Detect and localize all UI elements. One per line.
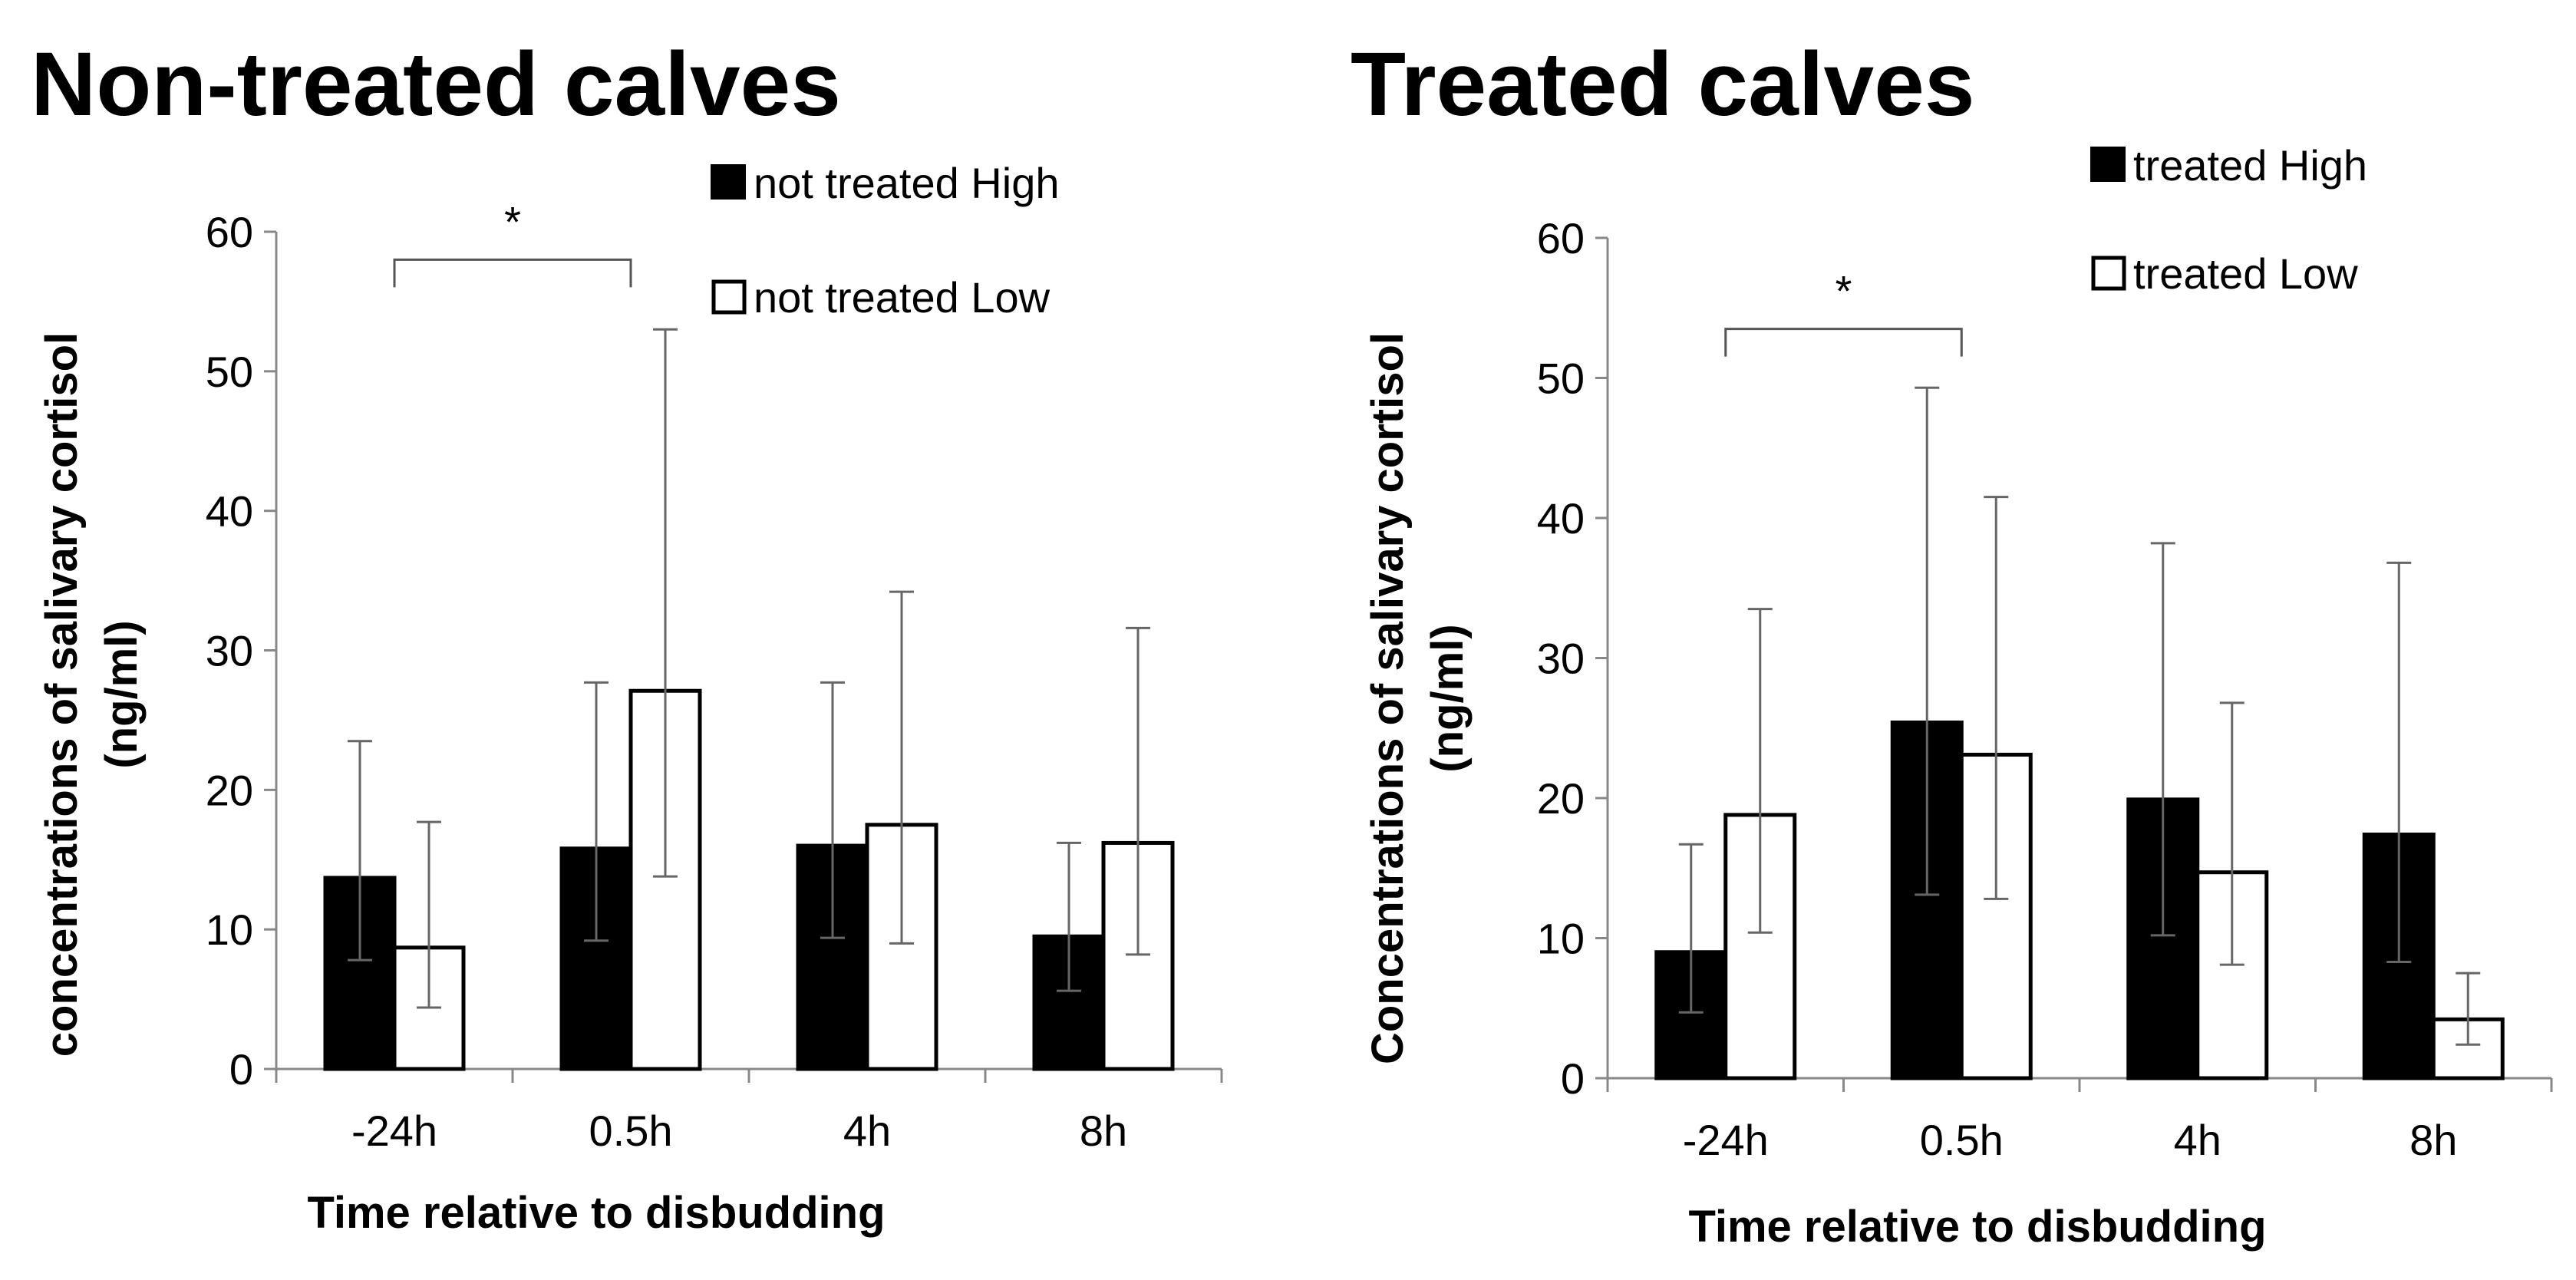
y-tick-label: 40 [1537,494,1585,543]
y-tick-label: 30 [206,627,253,675]
significance-label: * [504,197,521,246]
x-axis-title: Time relative to disbudding [1688,1202,2266,1252]
legend-label-high: not treated High [754,159,1059,207]
y-tick-label: 50 [206,348,253,396]
x-tick-label: 8h [2409,1116,2457,1164]
x-axis-title: Time relative to disbudding [307,1188,885,1238]
x-tick-label: -24h [1683,1116,1769,1164]
legend: treated High treated Low [2090,141,2367,298]
y-tick-label: 50 [1537,355,1585,403]
y-tick-label: 10 [206,906,253,954]
y-tick-label: 0 [229,1045,253,1094]
legend: not treated High not treated Low [711,159,1059,322]
x-tick-label: 0.5h [1920,1116,2004,1164]
legend-label-low: not treated Low [754,273,1051,322]
legend-swatch-low [711,279,747,315]
chart-title: Non-treated calves [31,34,841,135]
y-tick-label: 60 [1537,214,1585,262]
x-tick-label: 8h [1080,1107,1127,1155]
chart-title: Treated calves [1351,34,1974,135]
plot-area: 0 10 20 30 40 50 60 -24h 0.5h 4h 8h * [1537,214,2553,1164]
y-axis-title-line1: concentrations of salivary cortisol [37,332,87,1057]
y-axis-title-line2: (ng/ml) [1423,624,1473,772]
legend-swatch-low [2091,256,2126,291]
y-axis-title-line1: Concentrations of salivary cortisol [1363,332,1413,1064]
legend-swatch-high [2090,147,2126,182]
y-tick-label: 10 [1537,915,1585,963]
y-tick-label: 20 [206,766,253,814]
x-tick-label: 4h [2174,1116,2221,1164]
plot-area: 0 10 20 30 40 50 60 -24h 0.5h 4h 8h * [206,197,1223,1155]
y-tick-label: 30 [1537,635,1585,683]
legend-swatch-high [711,164,746,200]
chart-treated: Treated calves treated High treated Low … [1351,34,2553,1252]
x-tick-label: 4h [843,1107,891,1155]
y-tick-label: 0 [1561,1054,1585,1103]
legend-label-high: treated High [2133,141,2367,190]
y-tick-label: 60 [206,208,253,256]
y-tick-label: 40 [206,487,253,536]
y-axis-title-line2: (ng/ml) [97,620,147,768]
x-tick-label: -24h [351,1107,437,1155]
chart-non-treated: Non-treated calves not treated High not … [31,34,1223,1238]
significance-bracket [1724,328,1963,357]
significance-label: * [1836,267,1852,315]
significance-bracket [393,258,632,288]
x-tick-label: 0.5h [589,1107,673,1155]
legend-label-low: treated Low [2133,249,2358,298]
y-tick-label: 20 [1537,774,1585,823]
